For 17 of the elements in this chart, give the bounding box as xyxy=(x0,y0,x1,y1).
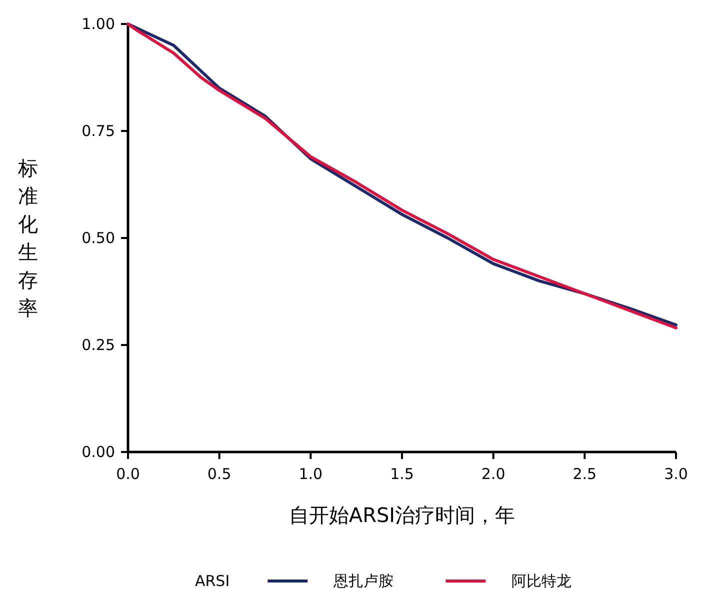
y-axis-title: 标准化生存率 xyxy=(17,156,38,320)
legend-label: 阿比特龙 xyxy=(512,572,572,590)
x-tick-label: 0.0 xyxy=(116,465,140,483)
x-tick-label: 2.5 xyxy=(572,465,597,483)
legend-label: 恩扎卢胺 xyxy=(332,572,394,590)
y-tick-label: 0.00 xyxy=(82,443,115,461)
x-axis-title: 自开始ARSI治疗时间，年 xyxy=(288,503,516,527)
y-tick-label: 0.25 xyxy=(82,336,115,354)
x-tick-label: 2.0 xyxy=(481,465,506,483)
y-tick-label: 1.00 xyxy=(82,15,115,33)
x-tick-label: 0.5 xyxy=(207,465,232,483)
y-tick-label: 0.50 xyxy=(82,229,115,247)
x-tick-label: 1.0 xyxy=(298,465,323,483)
legend-title: ARSI xyxy=(195,572,230,590)
x-tick-label: 3.0 xyxy=(664,465,688,483)
x-tick-label: 1.5 xyxy=(390,465,414,483)
y-tick-label: 0.75 xyxy=(82,122,115,140)
